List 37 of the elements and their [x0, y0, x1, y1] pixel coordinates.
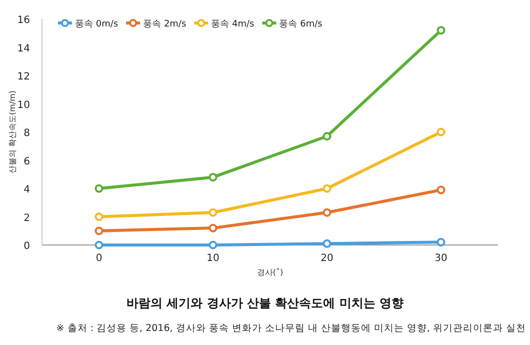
- y-tick-label: 12: [17, 72, 30, 82]
- legend-label: 풍속 2m/s: [143, 20, 186, 30]
- y-tick-label: 16: [17, 15, 30, 26]
- point: [436, 26, 446, 35]
- text: 바람의 세기와 경사가 산불 확산속도에 미치는 영향: [126, 296, 404, 310]
- y-tick-label: 6: [24, 156, 30, 168]
- point: [322, 239, 332, 248]
- point: [322, 208, 332, 217]
- point: [94, 226, 104, 236]
- y-axis-title: 산불의 확산속도(m/m): [8, 90, 17, 174]
- point: [208, 208, 218, 217]
- legend-label: 풍속 4m/s: [211, 20, 255, 30]
- x-axis-title: 경사(˚): [256, 267, 284, 277]
- y-tick-label: 8: [24, 128, 30, 139]
- x-tick-label: 30: [434, 253, 448, 264]
- x-tick-label: 0: [96, 253, 102, 264]
- y-tick-label: 4: [24, 184, 30, 196]
- y-tick-label: 10: [17, 100, 30, 111]
- legend-label: 풍속 6m/s: [279, 20, 323, 30]
- y-tick-label: 2: [24, 212, 30, 224]
- point: [94, 212, 104, 222]
- point: [322, 132, 332, 141]
- y-tick-label: 0: [24, 241, 30, 252]
- point: [208, 172, 218, 182]
- point: [208, 240, 218, 250]
- text: ※ 출처 : 김성용 등, 2016, 경사와 풍속 변화가 소나무림 내 산불행동에 미치는 영향, 위기관리이론과 실천: [56, 323, 526, 334]
- point: [94, 184, 104, 193]
- point: [208, 224, 218, 232]
- x-tick-label: 20: [320, 253, 334, 264]
- point: [436, 186, 446, 194]
- point: [94, 240, 104, 250]
- legend-label: 풍속 0m/s: [75, 20, 118, 30]
- point: [322, 184, 332, 193]
- point: [436, 238, 446, 246]
- x-tick-label: 10: [206, 253, 220, 264]
- y-tick-label: 14: [17, 43, 30, 54]
- point: [436, 128, 446, 136]
